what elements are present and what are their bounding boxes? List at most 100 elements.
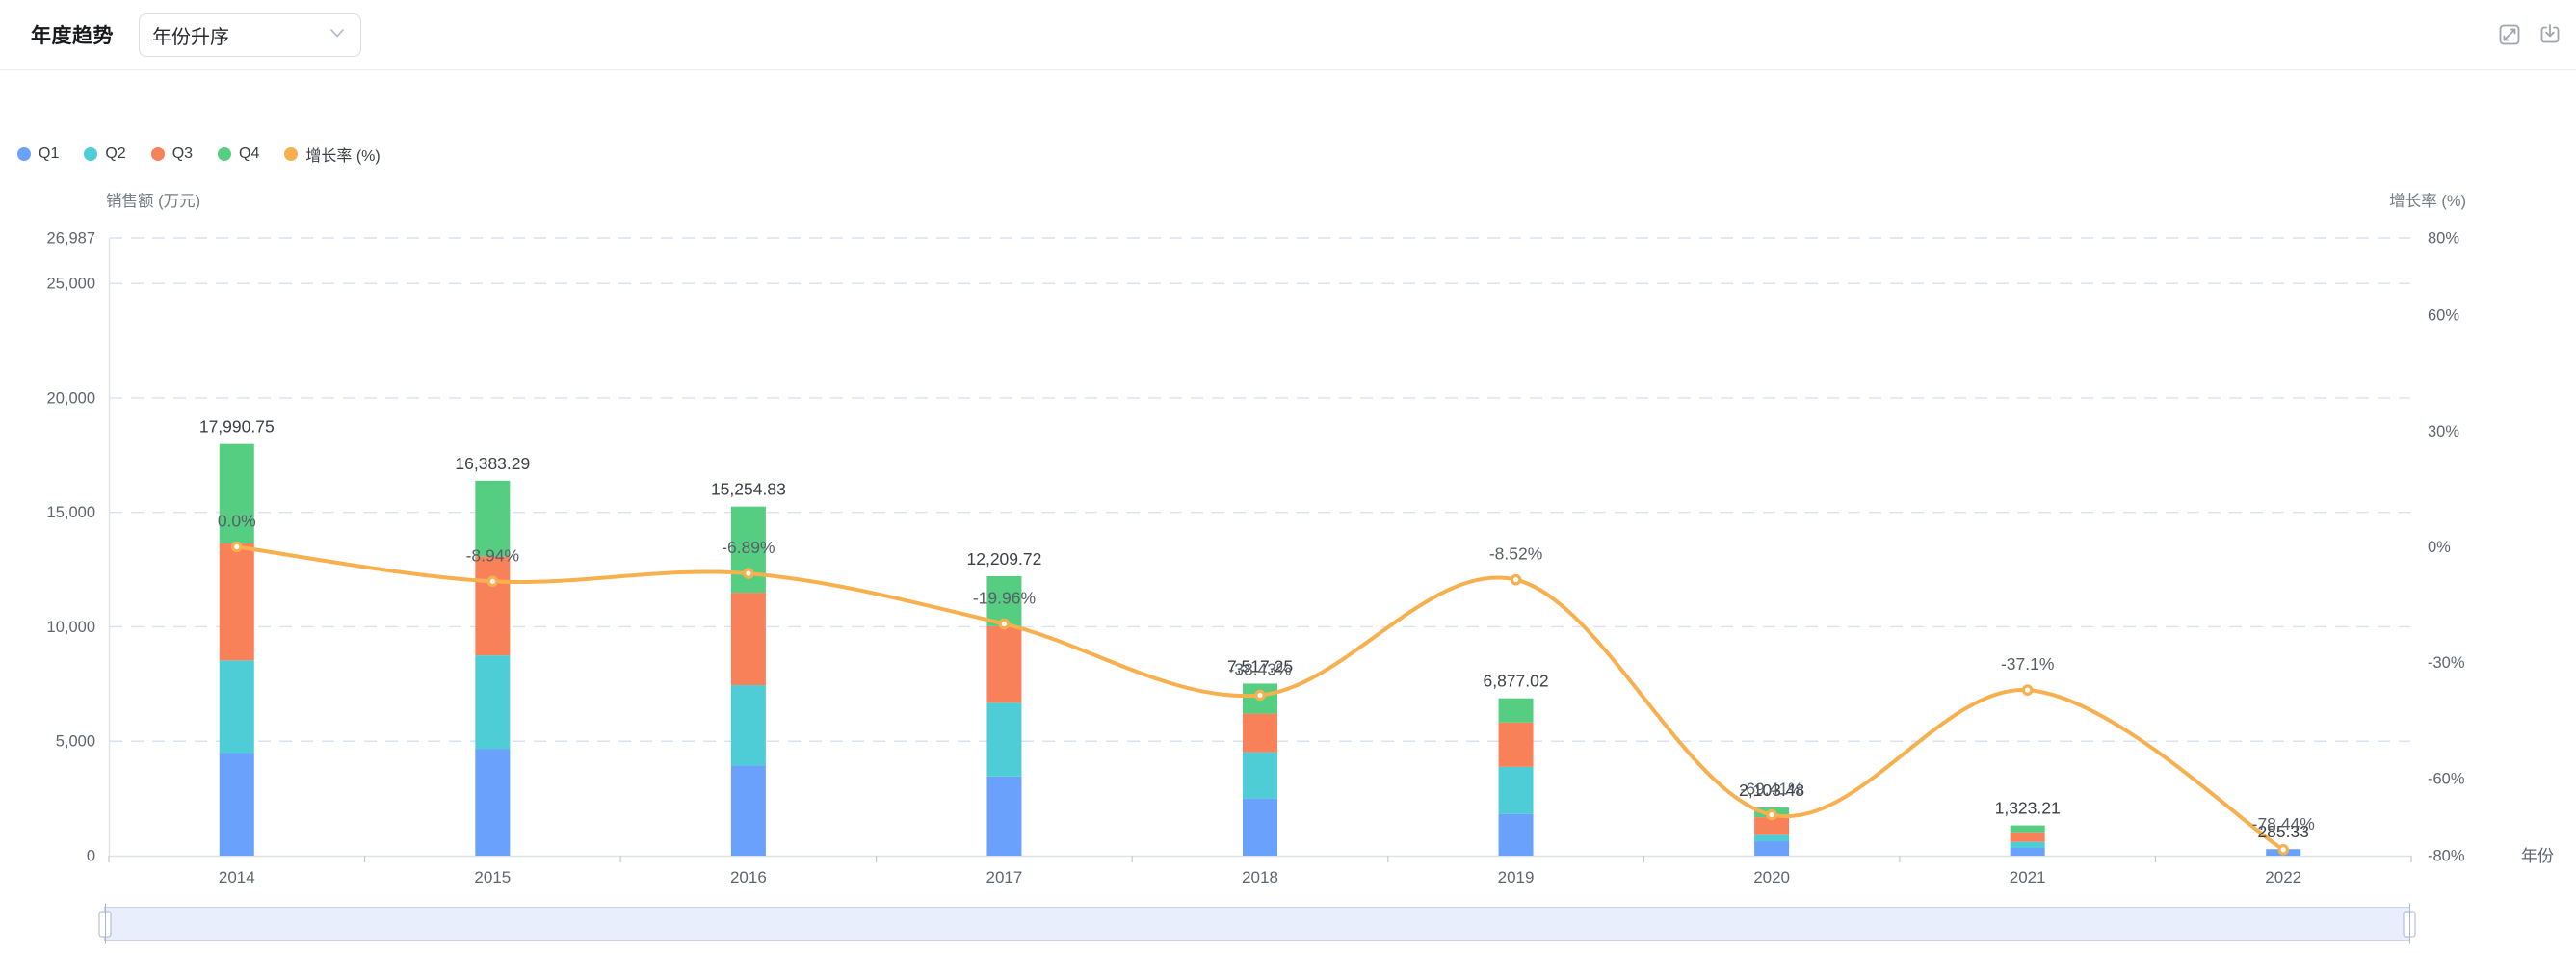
growth-point-2015	[486, 575, 499, 588]
panel-title: 年度趋势	[31, 25, 114, 47]
y-left-tick-label: 20,000	[47, 389, 95, 407]
fullscreen-icon[interactable]	[2497, 22, 2522, 47]
bar-segment-q2-2014	[219, 660, 254, 754]
growth-point-2019	[1510, 573, 1522, 586]
bar-segment-q3-2019	[1498, 722, 1534, 767]
bar-total-label: 1,323.21	[1995, 799, 2061, 818]
bar-segment-q2-2016	[730, 685, 766, 766]
x-tick-label: 2018	[1242, 868, 1278, 887]
growth-point-2020	[1766, 808, 1777, 821]
growth-point-2014	[230, 541, 243, 553]
y-right-axis-name: 增长率 (%)	[2389, 192, 2466, 210]
legend-dot-icon	[218, 147, 232, 161]
y-right-tick-label: -80%	[2428, 848, 2465, 865]
sort-order-value: 年份升序	[152, 26, 229, 48]
growth-point-2017	[998, 618, 1011, 630]
growth-point-2021	[2021, 684, 2034, 696]
growth-rate-label: -8.52%	[1489, 544, 1542, 564]
bar-total-label: 2,103.48	[1739, 781, 1804, 800]
chevron-down-icon	[328, 23, 347, 47]
bar-segment-q4-2017	[986, 575, 1022, 626]
y-left-tick-label: 0	[87, 848, 95, 865]
panel-header: 年度趋势 年份升序	[0, 0, 2576, 70]
y-right-tick-label: 30%	[2428, 423, 2459, 440]
bar-segment-q3-2015	[475, 556, 511, 656]
bar-total-label: 7,517.25	[1227, 656, 1293, 675]
legend-dot-icon	[84, 147, 98, 161]
y-right-tick-label: 60%	[2428, 307, 2459, 325]
y-right-tick-label: -30%	[2428, 654, 2465, 672]
y-left-tick-label: 26,987	[47, 230, 95, 248]
x-tick-label: 2021	[2010, 868, 2046, 887]
x-tick-label: 2019	[1498, 868, 1535, 887]
bar-segment-q1-2016	[730, 765, 766, 856]
bar-total-label: 17,990.75	[199, 417, 275, 437]
bar-segment-q1-2020	[1754, 841, 1790, 856]
header-toolbar	[2497, 22, 2563, 47]
x-tick-label: 2015	[474, 868, 511, 887]
legend-item-q1[interactable]: Q1	[17, 146, 59, 163]
y-left-tick-label: 5,000	[56, 733, 95, 751]
x-tick-label: 2014	[219, 868, 255, 887]
bar-segment-q4-2014	[219, 443, 254, 543]
bar-total-label: 6,877.02	[1483, 672, 1548, 691]
legend-dot-icon	[150, 147, 165, 161]
growth-point-2018	[1254, 689, 1266, 702]
bar-segment-q2-2018	[1243, 752, 1277, 799]
bar-segment-q3-2020	[1754, 817, 1790, 835]
growth-rate-label: -78.44%	[2252, 814, 2315, 834]
y-left-tick-label: 15,000	[47, 504, 95, 521]
bar-segment-q1-2021	[2010, 847, 2045, 856]
bar-segment-q3-2017	[986, 625, 1022, 703]
growth-rate-label: 0.0%	[218, 512, 256, 531]
datazoom-handle-right[interactable]	[2403, 911, 2416, 938]
y-right-tick-label: 80%	[2428, 230, 2459, 248]
datazoom-handle-left[interactable]	[98, 911, 112, 938]
bar-segment-q4-2021	[2010, 825, 2045, 833]
growth-point-2022	[2277, 843, 2290, 856]
download-icon[interactable]	[2537, 22, 2563, 47]
sort-order-select[interactable]: 年份升序	[139, 13, 361, 57]
legend-item-q3[interactable]: Q3	[150, 146, 193, 163]
growth-rate-label: -19.96%	[973, 588, 1036, 607]
y-left-tick-label: 25,000	[47, 276, 95, 293]
growth-rate-label: -37.1%	[2001, 654, 2054, 674]
growth-rate-label: -38.43%	[1228, 659, 1291, 678]
bar-segment-q1-2015	[475, 749, 511, 856]
bar-segment-q3-2014	[219, 543, 254, 661]
legend-item-q2[interactable]: Q2	[84, 146, 126, 163]
x-tick-label: 2017	[986, 868, 1023, 887]
legend-item-[interactable]: 增长率 (%)	[284, 143, 381, 166]
y-right-tick-label: -60%	[2428, 770, 2465, 787]
bar-total-label: 285.33	[2257, 822, 2309, 841]
bar-segment-q4-2019	[1498, 698, 1534, 723]
bar-segment-q2-2015	[475, 655, 511, 750]
growth-rate-line	[234, 544, 2286, 852]
x-tick-label: 2020	[1753, 868, 1790, 887]
legend-label: 增长率 (%)	[305, 148, 381, 165]
bar-total-label: 16,383.29	[455, 454, 530, 473]
growth-point-2016	[743, 568, 754, 579]
bar-segment-q3-2021	[2010, 832, 2045, 842]
bar-segment-q3-2018	[1243, 713, 1277, 753]
legend: Q1 Q2 Q3 Q4 增长率 (%)	[17, 141, 381, 168]
bar-segment-q3-2016	[730, 593, 766, 686]
y-right-tick-label: 0%	[2428, 539, 2451, 556]
datazoom-slider[interactable]	[98, 907, 2416, 941]
y-left-tick-label: 10,000	[47, 619, 95, 636]
bar-segment-q2-2021	[2010, 841, 2045, 848]
legend-label: Q2	[105, 146, 126, 162]
bar-segment-q4-2015	[475, 480, 511, 557]
x-axis-name: 年份	[2521, 847, 2554, 865]
legend-label: Q1	[39, 146, 60, 162]
legend-dot-icon	[284, 147, 299, 161]
x-tick-label: 2022	[2265, 868, 2301, 887]
bar-segment-q1-2019	[1498, 813, 1534, 856]
x-tick-label: 2016	[730, 868, 767, 887]
bar-segment-q2-2019	[1498, 766, 1534, 814]
bar-segment-q1-2018	[1243, 798, 1277, 856]
growth-rate-label: -8.94%	[466, 545, 519, 565]
legend-item-q4[interactable]: Q4	[218, 146, 259, 163]
